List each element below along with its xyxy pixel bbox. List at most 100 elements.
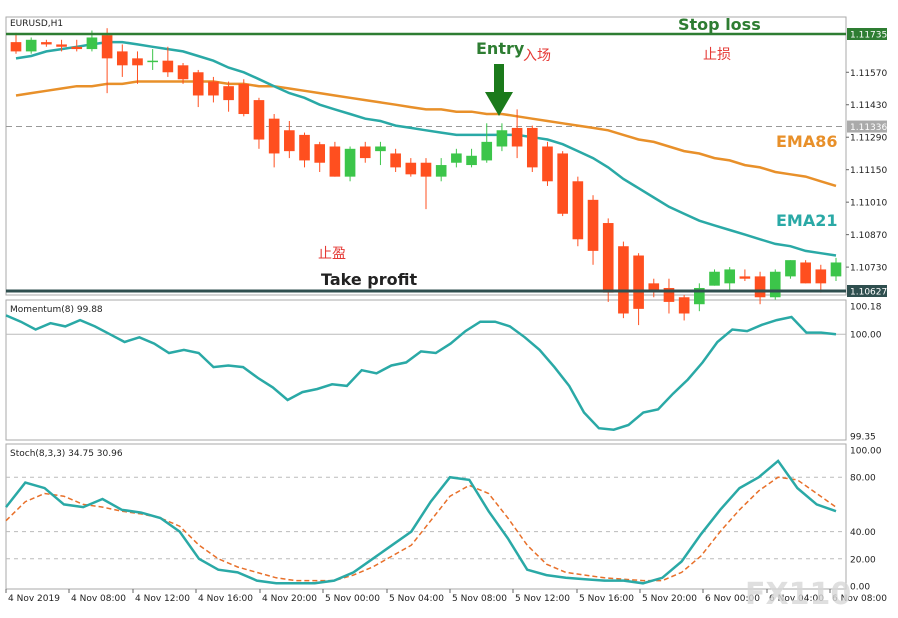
candle xyxy=(177,62,189,84)
candle-body xyxy=(709,271,720,286)
momentum-tick-label: 99.35 xyxy=(850,433,876,443)
candle xyxy=(739,269,751,282)
candle-body xyxy=(587,199,599,251)
candle-body xyxy=(147,60,158,63)
candle-body xyxy=(496,130,508,147)
candle xyxy=(314,141,326,173)
candle-body xyxy=(405,162,417,175)
candle xyxy=(451,148,462,168)
momentum-panel xyxy=(5,299,847,441)
candle-body xyxy=(648,283,660,291)
candle xyxy=(694,283,705,312)
price-tick-label: 1.11430 xyxy=(850,101,887,111)
candle xyxy=(208,76,219,103)
price-tick-label: 1.11570 xyxy=(850,69,887,79)
price-tag-bg xyxy=(847,120,887,133)
symbol-label: EURUSD,H1 xyxy=(10,19,63,29)
entry-cn-label: 入场 xyxy=(523,48,551,64)
ema86-path xyxy=(15,80,837,188)
candle-body xyxy=(192,72,204,96)
ema86-label: EMA86 xyxy=(776,132,838,151)
take-profit-label: Take profit xyxy=(321,270,417,289)
momentum-axis: 100.18 100.00 99.35 xyxy=(850,303,882,443)
candle xyxy=(375,141,386,166)
candle-body xyxy=(785,260,796,277)
candle xyxy=(344,146,356,182)
candle xyxy=(496,123,508,152)
candle xyxy=(754,271,766,305)
ema86-line xyxy=(15,80,837,188)
entry-arrow-icon xyxy=(485,64,513,116)
price-tag-bg xyxy=(847,28,887,40)
candle-body xyxy=(694,287,705,305)
candle-body xyxy=(663,287,675,302)
stoch-series xyxy=(5,459,846,585)
candle xyxy=(284,120,295,159)
candle xyxy=(542,141,553,186)
candle-body xyxy=(208,81,219,96)
candle-body xyxy=(451,153,462,163)
candle xyxy=(618,241,629,319)
candle xyxy=(557,151,568,217)
candle xyxy=(724,267,736,291)
candle xyxy=(56,39,67,52)
candle-body xyxy=(329,146,341,177)
candle xyxy=(800,260,811,284)
candle xyxy=(147,49,158,70)
candle xyxy=(359,141,371,163)
time-tick-label: 4 Nov 12:00 xyxy=(135,594,190,604)
candle xyxy=(481,123,493,163)
price-tick-label: 1.11010 xyxy=(850,199,887,209)
ema21-line xyxy=(15,40,837,257)
candle xyxy=(511,109,523,159)
stoch-tick-label: 100.00 xyxy=(850,447,882,457)
candle-body xyxy=(602,223,614,293)
time-tick-label: 5 Nov 08:00 xyxy=(452,594,507,604)
candle xyxy=(223,81,234,112)
candle-body xyxy=(800,262,811,284)
candle xyxy=(633,253,644,326)
candle-body xyxy=(724,269,736,284)
candle xyxy=(663,278,675,314)
price-tag: 1.10627 xyxy=(850,288,887,298)
candle-body xyxy=(268,118,280,154)
price-tick-label: 1.11290 xyxy=(850,134,887,144)
stop-loss-label: Stop loss xyxy=(678,15,761,34)
candle xyxy=(602,218,614,302)
entry-label: Entry xyxy=(476,39,525,58)
stoch-tick-label: 20.00 xyxy=(850,555,876,565)
stoch-signal-line xyxy=(5,476,837,582)
candle xyxy=(572,176,584,247)
candle-body xyxy=(71,46,83,50)
candle-body xyxy=(375,146,386,152)
candle xyxy=(329,141,341,177)
candle xyxy=(526,125,538,173)
price-tick-label: 1.11150 xyxy=(850,166,887,176)
candle xyxy=(405,158,417,177)
candle-body xyxy=(633,255,644,309)
candle-body xyxy=(815,269,827,284)
candle-body xyxy=(238,83,250,115)
candle xyxy=(132,51,143,84)
time-tick-label: 6 Nov 04:00 xyxy=(769,594,824,604)
stoch-main-line xyxy=(5,459,837,585)
candle xyxy=(830,257,842,282)
candle xyxy=(678,294,690,321)
price-tag: 1.11336 xyxy=(850,123,887,133)
candle xyxy=(10,32,22,54)
candle-body xyxy=(132,58,143,66)
time-tick-label: 4 Nov 20:00 xyxy=(262,594,317,604)
candle xyxy=(299,132,310,168)
price-tag-bg xyxy=(847,285,887,297)
candle xyxy=(587,195,599,265)
candle-body xyxy=(253,100,265,140)
candle xyxy=(466,148,477,168)
candle-body xyxy=(618,246,629,314)
candle-body xyxy=(830,262,842,277)
take-profit-cn-label: 止盈 xyxy=(318,246,346,262)
candle-body xyxy=(56,44,67,47)
candle-body xyxy=(481,141,493,161)
candle xyxy=(268,114,280,168)
